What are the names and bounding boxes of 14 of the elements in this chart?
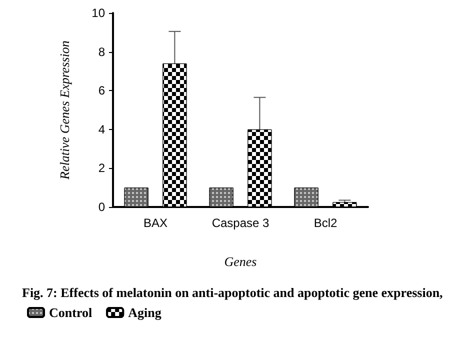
y-tick-label: 8 <box>98 44 106 59</box>
legend-label: Aging <box>128 305 162 320</box>
y-tick-label: 10 <box>92 6 106 20</box>
y-tick-label: 0 <box>98 200 106 214</box>
y-axis-title: Relative Genes Expression <box>57 40 72 180</box>
x-tick-label: Caspase 3 <box>212 216 270 230</box>
y-tick-label: 4 <box>98 122 106 136</box>
x-axis-title: Genes <box>224 254 257 269</box>
caption: Fig. 7: Effects of melatonin on anti-apoptotic and apoptotic gene expression, <box>22 285 443 300</box>
x-tick-label: BAX <box>143 216 168 230</box>
legend-label: Control <box>49 305 92 320</box>
y-tick-label: 6 <box>98 84 106 98</box>
y-tick-label: 2 <box>98 161 106 176</box>
x-tick-label: Bcl2 <box>314 216 338 230</box>
